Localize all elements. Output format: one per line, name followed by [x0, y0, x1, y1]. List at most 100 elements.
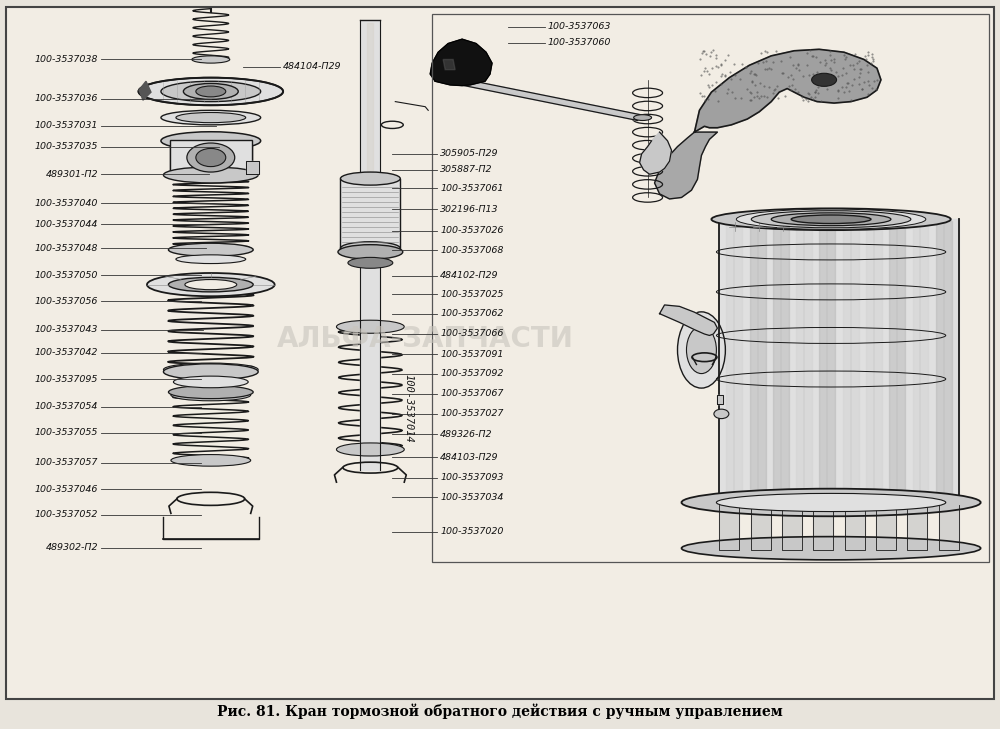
Text: 100-3537066: 100-3537066: [440, 330, 504, 338]
Text: 100-3537054: 100-3537054: [35, 402, 98, 411]
Ellipse shape: [163, 364, 258, 380]
Text: 100-3537043: 100-3537043: [35, 325, 98, 334]
Polygon shape: [889, 221, 905, 499]
Text: 100-3537026: 100-3537026: [440, 227, 504, 235]
Circle shape: [773, 219, 793, 234]
Polygon shape: [660, 305, 717, 335]
Ellipse shape: [711, 208, 951, 230]
Ellipse shape: [168, 277, 253, 292]
Text: 100-3537014: 100-3537014: [403, 374, 413, 443]
Polygon shape: [843, 221, 859, 499]
Ellipse shape: [161, 132, 261, 150]
Text: 100-3537038: 100-3537038: [35, 55, 98, 64]
Text: 100-3537093: 100-3537093: [440, 473, 504, 483]
Text: 100-3537031: 100-3537031: [35, 121, 98, 130]
Polygon shape: [845, 504, 865, 550]
Polygon shape: [694, 50, 881, 132]
Text: 484102-П29: 484102-П29: [440, 271, 499, 281]
Ellipse shape: [336, 320, 404, 333]
Ellipse shape: [681, 488, 981, 516]
Polygon shape: [463, 81, 644, 118]
Polygon shape: [357, 174, 383, 179]
Ellipse shape: [192, 56, 230, 63]
Polygon shape: [907, 504, 927, 550]
Text: 100-3537050: 100-3537050: [35, 270, 98, 280]
Text: 100-3537035: 100-3537035: [35, 142, 98, 151]
Ellipse shape: [161, 81, 261, 101]
Ellipse shape: [196, 149, 226, 167]
Polygon shape: [457, 79, 648, 120]
Text: 100-3537046: 100-3537046: [35, 485, 98, 494]
Text: 484103-П29: 484103-П29: [440, 453, 499, 462]
Ellipse shape: [147, 273, 275, 296]
Bar: [170, 140, 252, 175]
Ellipse shape: [771, 213, 891, 226]
Polygon shape: [751, 504, 771, 550]
Ellipse shape: [714, 409, 729, 418]
Text: 100-3537056: 100-3537056: [35, 297, 98, 306]
Ellipse shape: [168, 243, 253, 257]
Ellipse shape: [168, 386, 253, 399]
Circle shape: [725, 219, 745, 234]
Text: 489326-П2: 489326-П2: [440, 429, 493, 439]
Text: 302196-П13: 302196-П13: [440, 205, 499, 214]
Text: 100-3537040: 100-3537040: [35, 199, 98, 208]
Polygon shape: [913, 221, 928, 499]
Ellipse shape: [634, 114, 652, 120]
Text: 100-3537027: 100-3537027: [440, 410, 504, 418]
Polygon shape: [796, 221, 812, 499]
Ellipse shape: [161, 110, 261, 125]
Text: 489302-П2: 489302-П2: [46, 543, 98, 552]
Text: 305905-П29: 305905-П29: [440, 149, 499, 158]
Polygon shape: [246, 161, 259, 174]
Text: 100-3537062: 100-3537062: [440, 309, 504, 318]
Text: 100-3537060: 100-3537060: [548, 39, 611, 47]
Ellipse shape: [139, 78, 283, 105]
Polygon shape: [717, 395, 723, 405]
Ellipse shape: [173, 376, 248, 388]
Ellipse shape: [340, 242, 400, 255]
Ellipse shape: [163, 279, 258, 292]
Text: 100-3537034: 100-3537034: [440, 493, 504, 502]
Ellipse shape: [336, 443, 404, 456]
Text: 100-3537055: 100-3537055: [35, 428, 98, 437]
Text: 100-3537092: 100-3537092: [440, 370, 504, 378]
Text: 100-3537020: 100-3537020: [440, 527, 504, 536]
Polygon shape: [936, 221, 952, 499]
Polygon shape: [340, 179, 400, 249]
Polygon shape: [876, 504, 896, 550]
Ellipse shape: [185, 279, 237, 289]
Ellipse shape: [681, 537, 981, 560]
Polygon shape: [719, 219, 959, 502]
Text: 100-3537061: 100-3537061: [440, 184, 504, 192]
Polygon shape: [866, 221, 882, 499]
Text: 100-3537063: 100-3537063: [548, 23, 611, 31]
Circle shape: [749, 219, 769, 234]
Polygon shape: [640, 132, 672, 174]
Polygon shape: [819, 221, 835, 499]
Ellipse shape: [736, 209, 926, 230]
Polygon shape: [139, 81, 151, 100]
Ellipse shape: [183, 83, 238, 99]
Text: АЛЬФА-ЗАПЧАСТИ: АЛЬФА-ЗАПЧАСТИ: [277, 325, 574, 353]
Ellipse shape: [791, 215, 871, 224]
Polygon shape: [360, 265, 380, 469]
Polygon shape: [719, 504, 739, 550]
Ellipse shape: [751, 211, 911, 228]
Polygon shape: [430, 39, 492, 85]
Text: 100-3537091: 100-3537091: [440, 350, 504, 359]
Text: 100-3537057: 100-3537057: [35, 458, 98, 467]
Text: 100-3537042: 100-3537042: [35, 348, 98, 357]
Text: 305887-П2: 305887-П2: [440, 165, 493, 174]
Ellipse shape: [348, 257, 393, 268]
Text: 100-3537048: 100-3537048: [35, 243, 98, 253]
Polygon shape: [939, 504, 959, 550]
Ellipse shape: [196, 86, 226, 97]
Polygon shape: [655, 132, 717, 199]
Text: 484104-П29: 484104-П29: [283, 62, 341, 71]
Text: 100-3537052: 100-3537052: [35, 510, 98, 519]
Polygon shape: [360, 20, 380, 176]
Text: 489301-П2: 489301-П2: [46, 170, 98, 179]
Text: 100-3537067: 100-3537067: [440, 389, 504, 398]
Polygon shape: [813, 504, 833, 550]
